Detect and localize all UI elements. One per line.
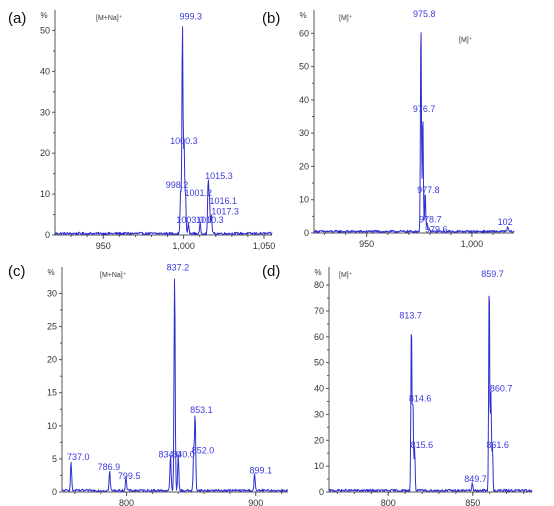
- peak-label: 1016.1: [209, 196, 237, 206]
- y-tick-label: 40: [40, 66, 50, 76]
- peak-label: 1001.2: [185, 188, 213, 198]
- x-tick-label: 1,000: [461, 239, 484, 249]
- y-axis-label: %: [40, 11, 47, 20]
- ion-label: [M+Na]⁺: [96, 15, 123, 22]
- peak-label: 899.1: [250, 465, 273, 475]
- peak-label: 860.7: [490, 384, 513, 394]
- peak-label: 999.3: [179, 11, 202, 21]
- y-axis-label: %: [314, 268, 321, 277]
- x-tick-label: 1,000: [172, 241, 195, 251]
- y-tick-label: 40: [314, 384, 324, 394]
- peak-label: 1000.3: [170, 136, 198, 146]
- spectrum-panel-a: 0 10 20 30 40 50 950 1,000 1,050% [M+Na]⁺ 999.3 100…: [40, 10, 276, 251]
- ion-label: [M]⁺: [339, 15, 353, 22]
- y-tick-label: 10: [314, 461, 324, 471]
- peak-label: 853.1: [190, 405, 213, 415]
- x-tick-label: 800: [119, 498, 134, 506]
- y-tick-label: 60: [299, 28, 309, 38]
- ion-label-secondary: [M]⁺: [459, 37, 473, 44]
- ion-label: [M+Na]⁺: [100, 272, 127, 279]
- peak-label: 998.2: [166, 180, 189, 190]
- spectrum-panel-c: 0 5 10 15 20 25 30 800 900% [M+Na]⁺ 837.2 853.1 834.…: [47, 263, 289, 506]
- x-tick-label: 1,050: [253, 241, 276, 251]
- y-tick-label: 30: [47, 288, 57, 298]
- y-tick-label: 30: [314, 409, 324, 419]
- peak-label: 813.7: [399, 310, 422, 320]
- panel-label-a: (a): [8, 10, 27, 27]
- panel-label-c: (c): [8, 263, 26, 280]
- spectrum-trace: [54, 26, 273, 236]
- peak-label: 979.6: [425, 225, 448, 235]
- y-tick-label: 20: [299, 161, 309, 171]
- peak-label: 1003.0: [176, 215, 204, 225]
- peak-label: 837.2: [167, 263, 190, 273]
- peak-label: 975.8: [413, 9, 436, 19]
- y-tick-label: 70: [314, 306, 324, 316]
- y-tick-label: 30: [40, 107, 50, 117]
- x-tick-label: 950: [359, 239, 374, 249]
- y-tick-label: 30: [299, 128, 309, 138]
- peak-label: 815.6: [411, 440, 434, 450]
- ion-label: [M]⁺: [339, 272, 353, 279]
- y-tick-label: 10: [40, 189, 50, 199]
- peak-label: 834.0: [158, 450, 181, 460]
- peak-label: 859.7: [481, 269, 504, 279]
- y-axis-label: %: [47, 268, 54, 277]
- peak-label: 840.0: [172, 450, 195, 460]
- y-tick-label: 0: [304, 228, 309, 238]
- peak-label: 786.9: [98, 462, 121, 472]
- y-tick-label: 20: [40, 148, 50, 158]
- y-tick-label: 50: [40, 25, 50, 35]
- panel-label-d: (d): [262, 263, 281, 280]
- x-tick-label: 900: [248, 498, 263, 506]
- y-tick-label: 20: [314, 435, 324, 445]
- spectrum-trace: [62, 278, 289, 493]
- y-tick-label: 50: [299, 62, 309, 72]
- x-tick-label: 800: [381, 498, 396, 506]
- peak-label: 737.0: [67, 452, 90, 462]
- y-tick-label: 0: [319, 487, 324, 497]
- y-tick-label: 5: [52, 454, 57, 464]
- spectrum-panel-d: 0 10 20 30 40 50 60 70 80 800 850% [M]⁺ 859.7 813.7 86…: [314, 267, 533, 506]
- y-tick-label: 20: [47, 355, 57, 365]
- peak-label: 978.7: [419, 215, 442, 225]
- y-axis-label: %: [299, 11, 306, 20]
- peak-label: 814.6: [409, 393, 432, 403]
- peak-label: 1010.3: [196, 215, 224, 225]
- y-tick-label: 40: [299, 95, 309, 105]
- peak-label: 1017.3: [211, 207, 239, 217]
- x-tick-label: 950: [96, 241, 111, 251]
- y-tick-label: 80: [314, 280, 324, 290]
- y-tick-label: 50: [314, 358, 324, 368]
- y-tick-label: 10: [299, 195, 309, 205]
- y-tick-label: 0: [45, 230, 50, 240]
- spectrum-trace: [328, 295, 533, 493]
- peak-label: 976.7: [413, 104, 436, 114]
- spectrum-panel-b: 0 10 20 30 40 50 60 950 1,000% [M]⁺ [M]⁺ 975.8 976.7…: [299, 9, 515, 249]
- y-tick-label: 0: [52, 487, 57, 497]
- y-tick-label: 10: [47, 421, 57, 431]
- peak-label: 1015.3: [205, 171, 233, 181]
- peak-label: 977.8: [417, 185, 440, 195]
- peak-label: 849.7: [464, 474, 487, 484]
- y-tick-label: 15: [47, 388, 57, 398]
- spectrum-trace: [313, 32, 515, 234]
- peak-label: 102: [498, 217, 513, 227]
- y-tick-label: 25: [47, 322, 57, 332]
- x-tick-label: 850: [465, 498, 480, 506]
- peak-label: 799.5: [118, 471, 141, 481]
- panel-label-b: (b): [262, 10, 281, 27]
- peak-label: 861.6: [486, 440, 509, 450]
- y-tick-label: 60: [314, 332, 324, 342]
- peak-label: 852.0: [192, 445, 215, 455]
